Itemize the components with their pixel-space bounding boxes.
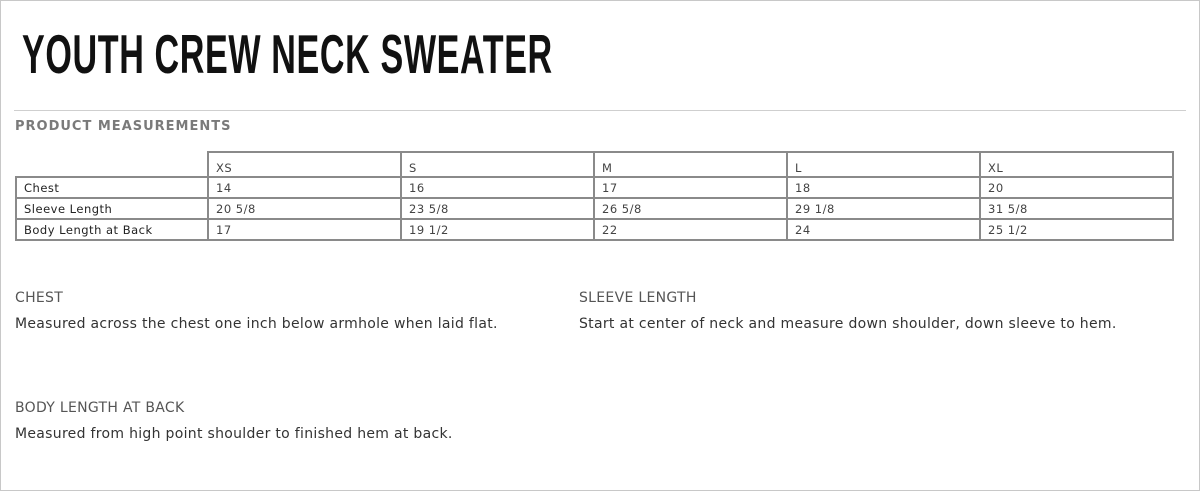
description-heading: BODY LENGTH AT BACK xyxy=(15,400,185,416)
measurements-table: XS S M L XL Chest 14 16 17 18 20 Sleeve … xyxy=(15,151,1174,241)
header-blank xyxy=(16,152,209,178)
cell: 19 1/2 xyxy=(400,218,595,241)
cell: 17 xyxy=(207,218,402,241)
cell: 16 xyxy=(400,176,595,199)
row-label: Chest xyxy=(15,176,209,199)
page-title: YOUTH CREW NECK SWEATER xyxy=(22,23,553,85)
cell: 29 1/8 xyxy=(786,197,981,220)
description-heading: SLEEVE LENGTH xyxy=(579,290,697,306)
column-header: L xyxy=(786,151,981,178)
divider xyxy=(14,110,1186,111)
cell: 23 5/8 xyxy=(400,197,595,220)
description-heading: CHEST xyxy=(15,290,64,306)
column-header: S xyxy=(400,151,595,178)
section-heading: PRODUCT MEASUREMENTS xyxy=(15,119,232,134)
description-body-length: BODY LENGTH AT BACK Measured from high p… xyxy=(15,395,555,447)
cell: 22 xyxy=(593,218,788,241)
table-row: Sleeve Length 20 5/8 23 5/8 26 5/8 29 1/… xyxy=(15,197,1174,220)
cell: 17 xyxy=(593,176,788,199)
column-header: XL xyxy=(979,151,1174,178)
description-text: Measured across the chest one inch below… xyxy=(15,316,498,332)
cell: 20 5/8 xyxy=(207,197,402,220)
table-header-row: XS S M L XL xyxy=(16,151,1174,178)
row-label: Body Length at Back xyxy=(15,218,209,241)
cell: 25 1/2 xyxy=(979,218,1174,241)
table-row: Chest 14 16 17 18 20 xyxy=(15,176,1174,199)
row-label: Sleeve Length xyxy=(15,197,209,220)
cell: 20 xyxy=(979,176,1174,199)
table-row: Body Length at Back 17 19 1/2 22 24 25 1… xyxy=(15,218,1174,241)
cell: 18 xyxy=(786,176,981,199)
column-header: XS xyxy=(207,151,402,178)
description-chest: CHEST Measured across the chest one inch… xyxy=(15,285,555,337)
cell: 26 5/8 xyxy=(593,197,788,220)
description-text: Start at center of neck and measure down… xyxy=(579,316,1117,332)
cell: 31 5/8 xyxy=(979,197,1174,220)
cell: 24 xyxy=(786,218,981,241)
description-sleeve: SLEEVE LENGTH Start at center of neck an… xyxy=(579,285,1119,337)
description-text: Measured from high point shoulder to fin… xyxy=(15,426,453,442)
column-header: M xyxy=(593,151,788,178)
cell: 14 xyxy=(207,176,402,199)
